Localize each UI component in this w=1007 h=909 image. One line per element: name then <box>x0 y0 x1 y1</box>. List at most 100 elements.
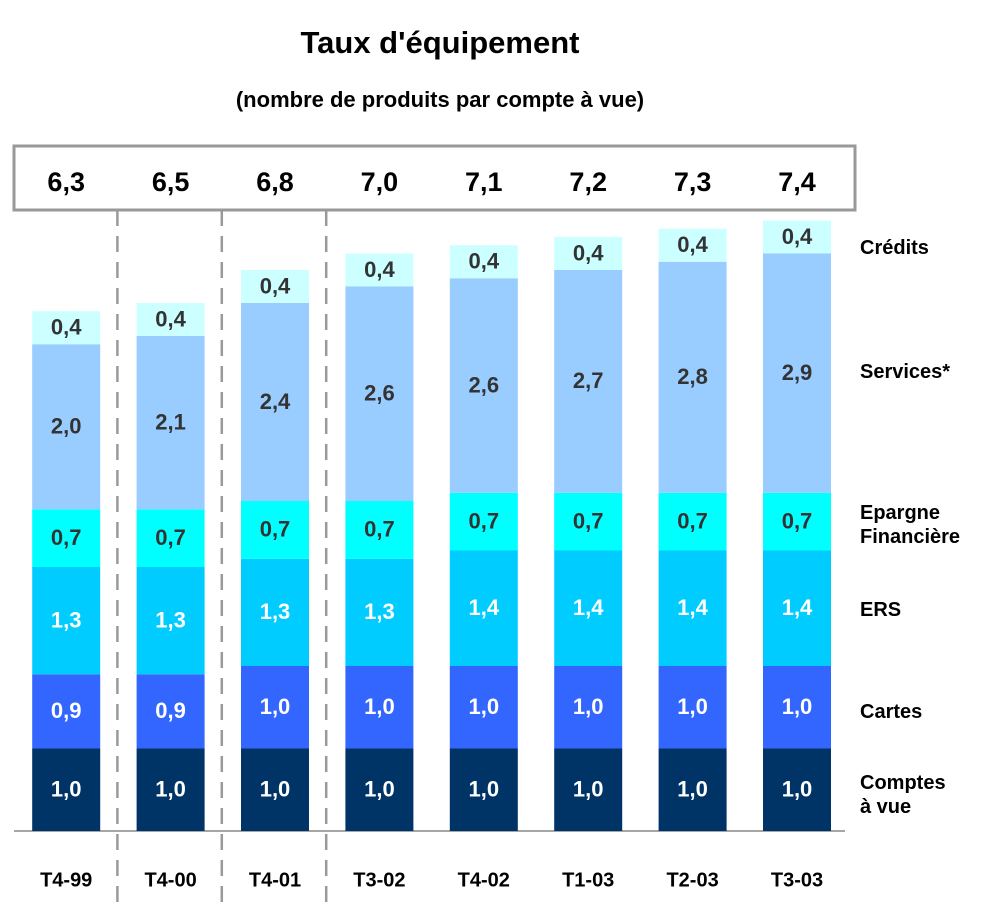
value-label: 0,9 <box>155 698 186 723</box>
total-label: 6,5 <box>152 167 190 197</box>
bar-segment <box>136 748 205 831</box>
bar-segment <box>658 748 727 831</box>
value-label: 1,0 <box>782 777 813 802</box>
bar-segment <box>345 501 414 559</box>
value-label: 2,6 <box>469 372 500 397</box>
value-label: 0,4 <box>155 306 186 331</box>
x-tick-label: T4-99 <box>40 869 92 891</box>
bar-segment <box>763 253 831 493</box>
value-label: 2,6 <box>364 381 395 406</box>
bar-segment <box>658 550 727 666</box>
bar-segment <box>241 270 309 303</box>
bar-segment <box>449 748 518 831</box>
bar-segment <box>763 748 831 831</box>
x-tick-label: T2-03 <box>666 869 718 891</box>
value-label: 0,4 <box>782 224 813 249</box>
value-label: 1,4 <box>677 595 708 620</box>
bar-segment <box>136 336 205 510</box>
bar-segment <box>449 492 518 551</box>
bar-segment <box>241 666 309 749</box>
bar-segment <box>658 666 727 749</box>
value-label: 1,0 <box>782 694 813 719</box>
value-label: 0,7 <box>51 525 82 550</box>
legend-entry: Cartes <box>860 701 923 723</box>
bar-segment <box>449 666 518 749</box>
value-label: 2,8 <box>677 364 708 389</box>
value-label: 1,3 <box>155 607 186 632</box>
bar-segment <box>32 311 101 345</box>
chart-title: Taux d'équipement <box>301 25 580 60</box>
total-label: 7,4 <box>778 167 816 197</box>
total-label: 6,3 <box>47 167 85 197</box>
total-label: 7,1 <box>465 167 503 197</box>
value-label: 0,4 <box>677 232 708 257</box>
legend-entry: Epargne Financière <box>860 502 961 548</box>
bar-segment <box>345 286 414 501</box>
value-label: 1,3 <box>51 607 82 632</box>
value-label: 1,0 <box>469 694 500 719</box>
total-label: 7,0 <box>361 167 399 197</box>
value-label: 1,0 <box>155 777 186 802</box>
value-label: 1,4 <box>573 595 604 620</box>
total-label: 7,3 <box>674 167 712 197</box>
bar-segment <box>763 220 831 254</box>
value-label: 0,7 <box>155 525 186 550</box>
legend-entry: Services* <box>860 361 951 383</box>
totals-box <box>12 144 857 212</box>
value-label: 1,0 <box>573 694 604 719</box>
bar-segment <box>241 303 309 501</box>
chart-subtitle: (nombre de produits par compte à vue) <box>236 87 644 112</box>
legend-entry: Comptes à vue <box>860 772 946 818</box>
legend-entry: ERS <box>860 599 902 621</box>
bar-segment <box>554 492 623 551</box>
value-label: 0,4 <box>469 249 500 274</box>
bar-segment <box>241 501 309 559</box>
value-label: 1,3 <box>260 599 291 624</box>
value-label: 0,4 <box>260 273 291 298</box>
bar-segment <box>658 492 727 551</box>
bar-segment <box>449 278 518 493</box>
total-label: 6,8 <box>256 167 294 197</box>
bar-segment <box>136 303 205 336</box>
value-label: 2,1 <box>155 409 186 434</box>
bar-segment <box>32 674 101 749</box>
value-label: 1,0 <box>677 777 708 802</box>
x-tick-label: T4-00 <box>144 869 196 891</box>
bar-segment <box>345 253 414 287</box>
bar-segment <box>554 666 623 749</box>
value-label: 0,9 <box>51 698 82 723</box>
total-label: 7,2 <box>569 167 607 197</box>
value-label: 0,7 <box>677 508 708 533</box>
value-label: 0,7 <box>469 508 500 533</box>
x-tick-label: T1-03 <box>562 869 614 891</box>
bar-segment <box>345 666 414 749</box>
value-label: 2,7 <box>573 368 604 393</box>
value-label: 0,7 <box>260 517 291 542</box>
bar-segment <box>554 237 623 270</box>
legend-entry: Crédits <box>860 237 929 259</box>
bar-segment <box>763 666 831 749</box>
value-label: 1,0 <box>469 777 500 802</box>
bar-segment <box>449 245 518 279</box>
value-label: 1,3 <box>364 599 395 624</box>
bar-segment <box>449 550 518 666</box>
value-label: 1,0 <box>51 777 82 802</box>
value-label: 1,0 <box>260 694 291 719</box>
value-label: 0,4 <box>364 257 395 282</box>
value-label: 2,0 <box>51 414 82 439</box>
bar-segment <box>241 558 309 666</box>
value-label: 0,4 <box>51 315 82 340</box>
bar-segment <box>554 550 623 666</box>
bar-segment <box>345 558 414 666</box>
x-tick-label: T4-02 <box>458 869 510 891</box>
bar-segment <box>136 674 205 749</box>
bar-segment <box>241 748 309 831</box>
value-label: 1,0 <box>364 694 395 719</box>
bar-segment <box>32 748 101 831</box>
value-label: 0,7 <box>364 517 395 542</box>
bar-segment <box>136 509 205 567</box>
bar-segment <box>554 748 623 831</box>
value-label: 1,0 <box>260 777 291 802</box>
value-label: 1,0 <box>364 777 395 802</box>
